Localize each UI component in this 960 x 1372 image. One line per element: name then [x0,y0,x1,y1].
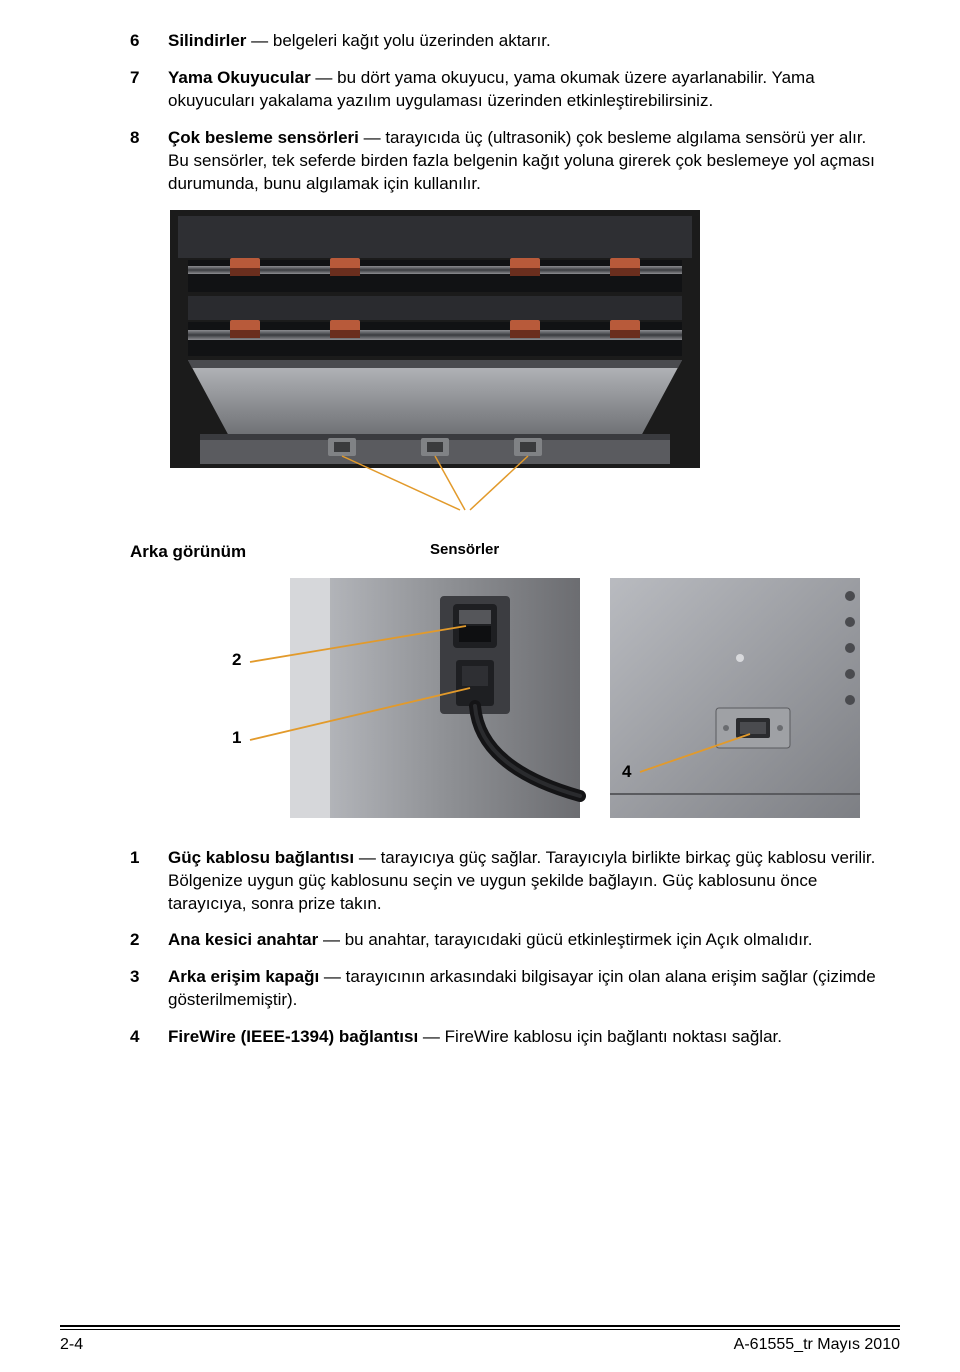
top-list: 6 Silindirler — belgeleri kağıt yolu üze… [130,30,880,196]
page-number: 2-4 [60,1336,83,1354]
footer-rule-thick [60,1325,900,1327]
list-term: Yama Okuyucular [168,68,311,87]
list-term: Silindirler [168,31,246,50]
rear-view-svg [170,568,870,828]
desc-body: FireWire (IEEE-1394) bağlantısı — FireWi… [168,1026,880,1049]
list-item: 8 Çok besleme sensörleri — tarayıcıda üç… [130,127,880,196]
rear-view-heading: Arka görünüm [130,542,880,562]
desc-sep: — [418,1027,444,1046]
desc-item: 1 Güç kablosu bağlantısı — tarayıcıya gü… [130,847,880,916]
page: 6 Silindirler — belgeleri kağıt yolu üze… [0,0,960,1372]
list-number: 6 [130,30,168,53]
sensors-svg [170,210,700,530]
desc-term: Arka erişim kapağı [168,967,319,986]
desc-sep: — [318,930,344,949]
list-sep: — [311,68,337,87]
desc-body: Ana kesici anahtar — bu anahtar, tarayıc… [168,929,880,952]
list-number: 8 [130,127,168,196]
rear-description-list: 1 Güç kablosu bağlantısı — tarayıcıya gü… [130,847,880,1050]
list-number: 7 [130,67,168,113]
list-item: 6 Silindirler — belgeleri kağıt yolu üze… [130,30,880,53]
callout-4: 4 [622,762,631,782]
list-body: Yama Okuyucular — bu dört yama okuyucu, … [168,67,880,113]
page-footer: 2-4 A-61555_tr Mayıs 2010 [60,1325,900,1354]
desc-number: 2 [130,929,168,952]
list-item: 7 Yama Okuyucular — bu dört yama okuyucu… [130,67,880,113]
desc-number: 3 [130,966,168,1012]
doc-id-date: A-61555_tr Mayıs 2010 [734,1336,900,1354]
desc-body: Güç kablosu bağlantısı — tarayıcıya güç … [168,847,880,916]
desc-item: 4 FireWire (IEEE-1394) bağlantısı — Fire… [130,1026,880,1049]
desc-term: FireWire (IEEE-1394) bağlantısı [168,1027,418,1046]
list-sep: — [359,128,385,147]
desc-item: 2 Ana kesici anahtar — bu anahtar, taray… [130,929,880,952]
desc-term: Güç kablosu bağlantısı [168,848,354,867]
figure-rear-view: 2 1 4 [170,568,880,833]
desc-rest: FireWire kablosu için bağlantı noktası s… [445,1027,782,1046]
figure-sensors [170,210,880,535]
desc-sep: — [354,848,380,867]
callout-2: 2 [232,650,241,670]
desc-number: 4 [130,1026,168,1049]
desc-item: 3 Arka erişim kapağı — tarayıcının arkas… [130,966,880,1012]
footer-row: 2-4 A-61555_tr Mayıs 2010 [60,1336,900,1354]
list-term: Çok besleme sensörleri [168,128,359,147]
list-rest: belgeleri kağıt yolu üzerinden aktarır. [273,31,551,50]
list-sep: — [246,31,272,50]
desc-number: 1 [130,847,168,916]
desc-sep: — [319,967,345,986]
desc-term: Ana kesici anahtar [168,930,318,949]
desc-rest: bu anahtar, tarayıcıdaki gücü etkinleşti… [345,930,813,949]
list-body: Çok besleme sensörleri — tarayıcıda üç (… [168,127,880,196]
desc-body: Arka erişim kapağı — tarayıcının arkasın… [168,966,880,1012]
footer-rule-thin [60,1329,900,1330]
callout-1: 1 [232,728,241,748]
list-body: Silindirler — belgeleri kağıt yolu üzeri… [168,30,880,53]
